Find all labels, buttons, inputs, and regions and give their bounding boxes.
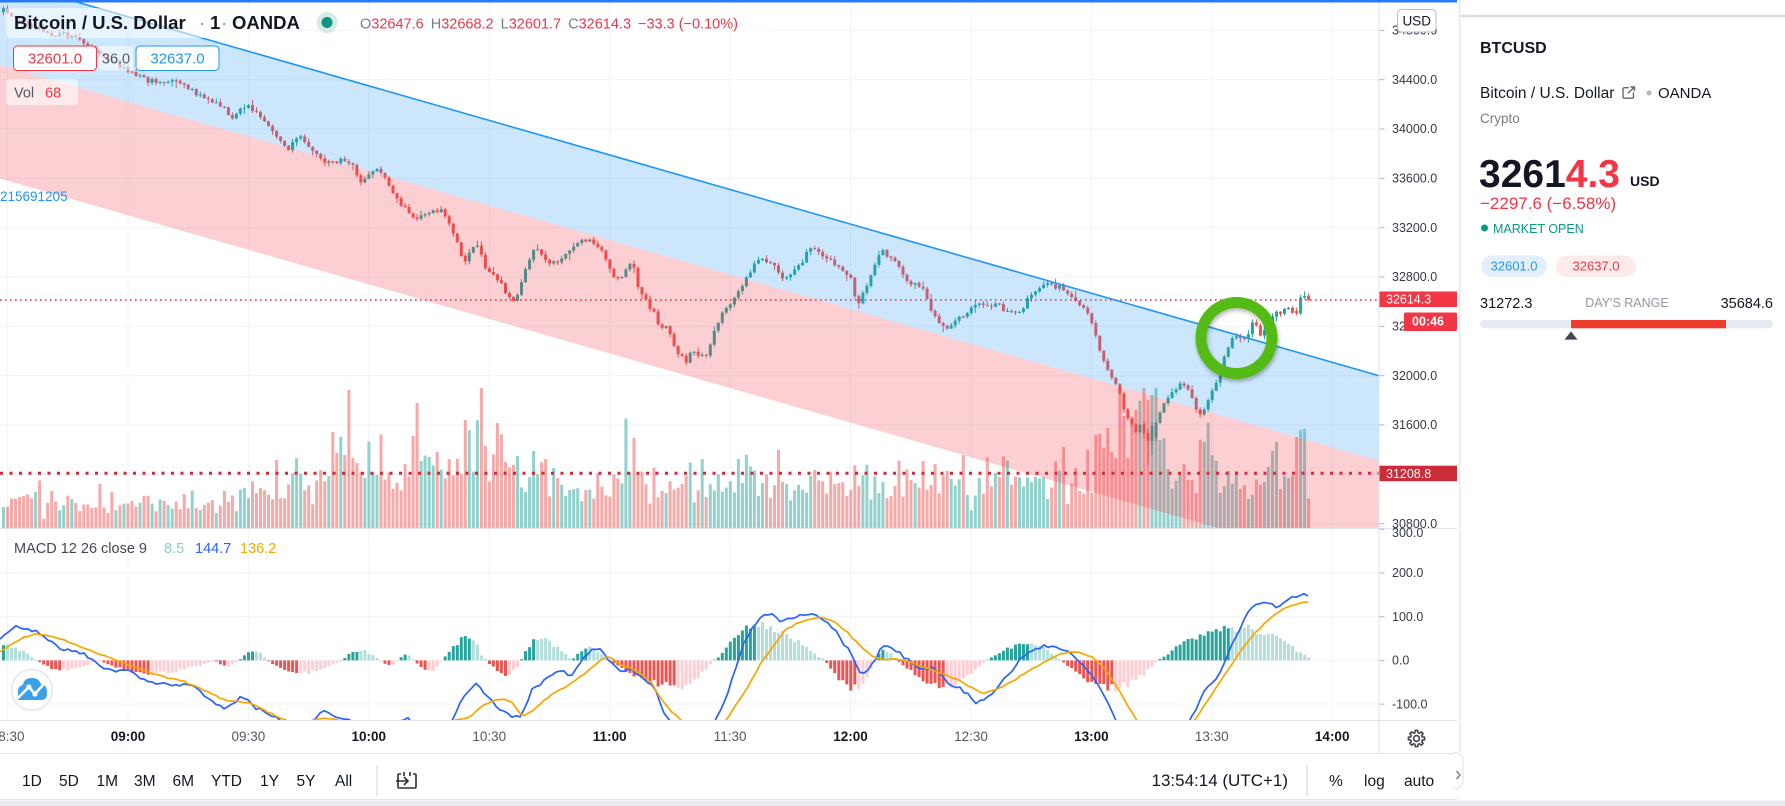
svg-text:08:30: 08:30: [0, 729, 24, 744]
svg-text:12:30: 12:30: [954, 729, 988, 744]
svg-text:DAY'S RANGE: DAY'S RANGE: [1585, 296, 1668, 310]
svg-text:09:00: 09:00: [111, 729, 146, 744]
svg-text:13:00: 13:00: [1074, 729, 1109, 744]
svg-text:09:30: 09:30: [232, 729, 266, 744]
svg-text:5Y: 5Y: [297, 773, 316, 790]
svg-text:1: 1: [210, 12, 220, 33]
svg-text:USD: USD: [1630, 173, 1660, 189]
svg-text:136.2: 136.2: [240, 541, 276, 557]
svg-text:11:00: 11:00: [593, 729, 627, 744]
svg-text:300.0: 300.0: [1392, 526, 1423, 540]
svg-text:log: log: [1364, 773, 1385, 790]
svg-text:14:00: 14:00: [1315, 729, 1350, 744]
svg-text:13:30: 13:30: [1195, 729, 1229, 744]
svg-text:34400.0: 34400.0: [1392, 73, 1437, 87]
svg-text:3M: 3M: [134, 773, 156, 790]
svg-text:13:54:14 (UTC+1): 13:54:14 (UTC+1): [1152, 771, 1289, 790]
svg-text:8.5: 8.5: [164, 541, 184, 557]
svg-text:33600.0: 33600.0: [1392, 172, 1437, 186]
svg-text:All: All: [335, 773, 352, 790]
svg-text:144.7: 144.7: [195, 541, 231, 557]
svg-text:32614.3: 32614.3: [1479, 153, 1620, 196]
svg-text:10:00: 10:00: [352, 729, 387, 744]
svg-text:OANDA: OANDA: [232, 12, 300, 33]
svg-text:32601.0: 32601.0: [1491, 259, 1538, 274]
svg-text:32614.3: 32614.3: [1386, 293, 1431, 307]
svg-text:100.0: 100.0: [1392, 610, 1423, 624]
svg-text:USD: USD: [1402, 14, 1431, 29]
svg-text:30800.0: 30800.0: [1392, 517, 1437, 531]
svg-text:33200.0: 33200.0: [1392, 221, 1437, 235]
svg-text:10:30: 10:30: [472, 729, 506, 744]
svg-text:MARKET OPEN: MARKET OPEN: [1493, 222, 1584, 236]
svg-text:215691205: 215691205: [0, 189, 68, 204]
svg-text:Crypto: Crypto: [1480, 111, 1520, 126]
svg-text:BTCUSD: BTCUSD: [1480, 40, 1547, 57]
svg-text:OANDA: OANDA: [1658, 85, 1711, 102]
svg-text:-100.0: -100.0: [1392, 697, 1427, 711]
svg-text:68: 68: [45, 86, 61, 102]
svg-text:0.0: 0.0: [1392, 654, 1409, 668]
svg-text:YTD: YTD: [211, 773, 242, 790]
svg-text:auto: auto: [1404, 773, 1434, 790]
svg-text:36.0: 36.0: [102, 52, 130, 68]
svg-text:00:46: 00:46: [1412, 315, 1444, 329]
svg-text:32637.0: 32637.0: [1573, 259, 1620, 274]
svg-text:MACD 12 26 close 9: MACD 12 26 close 9: [14, 541, 147, 557]
svg-text:6M: 6M: [173, 773, 195, 790]
svg-text:Bitcoin / U.S. Dollar: Bitcoin / U.S. Dollar: [1480, 85, 1614, 102]
svg-text:1D: 1D: [22, 773, 42, 790]
svg-text:12:00: 12:00: [833, 729, 868, 744]
svg-text:31600.0: 31600.0: [1392, 418, 1437, 432]
svg-text:32000.0: 32000.0: [1392, 369, 1437, 383]
svg-text:31272.3: 31272.3: [1480, 296, 1532, 312]
svg-text:·: ·: [199, 12, 205, 33]
svg-text:Vol: Vol: [14, 86, 34, 102]
svg-text:32601.0: 32601.0: [28, 51, 82, 68]
svg-text:1Y: 1Y: [260, 773, 279, 790]
svg-text:%: %: [1329, 773, 1343, 790]
svg-text:11:30: 11:30: [714, 729, 747, 744]
svg-text:5D: 5D: [59, 773, 79, 790]
svg-text:−2297.6 (−6.58%): −2297.6 (−6.58%): [1480, 194, 1616, 213]
svg-text:32800.0: 32800.0: [1392, 270, 1437, 284]
svg-text:200.0: 200.0: [1392, 566, 1423, 580]
svg-text:35684.6: 35684.6: [1721, 296, 1773, 312]
svg-text:32637.0: 32637.0: [150, 51, 204, 68]
svg-text:31208.8: 31208.8: [1386, 467, 1431, 481]
svg-text:Bitcoin / U.S. Dollar: Bitcoin / U.S. Dollar: [14, 12, 186, 33]
svg-text:34000.0: 34000.0: [1392, 122, 1437, 136]
svg-text:·: ·: [221, 12, 227, 33]
svg-text:1M: 1M: [97, 773, 119, 790]
